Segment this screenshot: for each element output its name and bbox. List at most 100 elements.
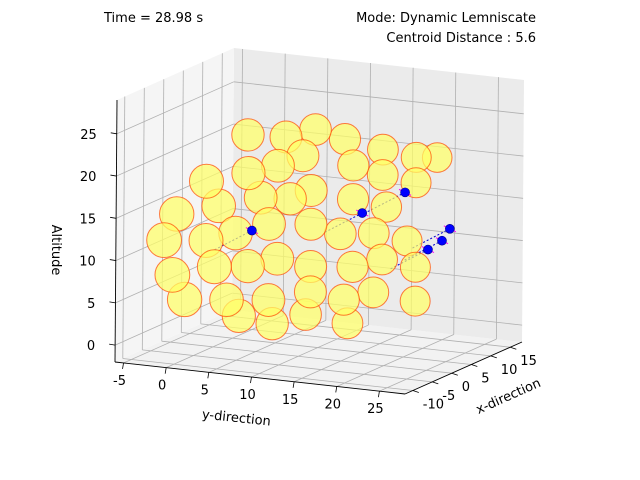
y-tick-label: 10: [239, 388, 256, 403]
grid-line: [379, 338, 497, 392]
x-tick-mark: [490, 355, 497, 359]
y-tick-mark: [335, 386, 338, 393]
agent-marker: [336, 183, 370, 216]
grid-line: [233, 81, 524, 115]
x-tick-mark: [412, 390, 419, 393]
agent-marker: [251, 283, 286, 317]
agent-marker: [260, 241, 295, 276]
centroid-readout: Centroid Distance : 5.6: [386, 31, 536, 46]
agent-marker: [327, 283, 360, 316]
y-axis-line: [114, 361, 406, 395]
drone-marker: [247, 225, 257, 236]
x-tick-label: -10: [423, 398, 444, 413]
grid-line: [181, 332, 472, 365]
axis-lines: [114, 99, 523, 395]
time-readout: Time = 28.98 s: [104, 11, 204, 26]
grid-line: [453, 72, 457, 335]
y-tick-mark: [207, 372, 210, 379]
agent-marker: [218, 215, 253, 251]
x-tick-mark: [510, 346, 517, 350]
mode-readout: Mode: Dynamic Lemniscate: [356, 11, 536, 26]
agent-marker: [293, 275, 327, 309]
x-tick-label: 5: [481, 372, 489, 387]
agent-marker: [294, 207, 328, 241]
agent-marker: [399, 285, 431, 317]
z-tick-label: 10: [79, 255, 96, 270]
x-tick-label: 10: [501, 363, 518, 378]
drone-marker: [445, 223, 455, 234]
z-tick-mark: [109, 343, 116, 346]
drone-marker: [400, 187, 410, 198]
agent-marker: [399, 251, 431, 283]
grid-line: [116, 81, 234, 135]
drone-marker: [423, 244, 433, 255]
z-tick-mark: [109, 301, 116, 304]
agent-marker: [188, 163, 224, 199]
agent-marker: [196, 249, 232, 285]
agent-marker: [273, 182, 307, 216]
x-tick-label: -5: [442, 389, 455, 404]
x-tick-mark: [451, 372, 458, 376]
agent-marker: [146, 222, 182, 259]
agent-markers: [146, 113, 453, 341]
y-tick-mark: [292, 381, 295, 388]
y-tick-label: 25: [367, 402, 384, 417]
y-tick-mark: [250, 376, 252, 384]
x-tick-mark: [471, 364, 478, 367]
agent-marker: [324, 217, 357, 251]
grid-line: [122, 96, 126, 359]
y-tick-label: 20: [324, 397, 341, 412]
drone-marker: [437, 235, 447, 246]
y-tick-label: 0: [158, 379, 166, 394]
agent-marker: [231, 118, 265, 152]
grid-line: [293, 329, 412, 383]
drone-marker: [357, 208, 368, 218]
drone-trail: [412, 228, 451, 249]
y-tick-label: 15: [282, 393, 299, 408]
z-axis-line: [114, 99, 118, 363]
agent-marker: [366, 243, 398, 276]
agent-marker: [209, 282, 244, 318]
agent-marker: [370, 191, 403, 223]
y-tick-label: 5: [201, 383, 209, 398]
agent-marker: [336, 250, 369, 283]
z-tick-mark: [110, 174, 117, 177]
agent-marker: [391, 225, 423, 257]
grid-line: [496, 77, 499, 340]
x-tick-label: 0: [462, 380, 470, 395]
agent-marker: [366, 159, 399, 191]
grid-line: [116, 123, 234, 177]
z-tick-label: 15: [80, 212, 97, 227]
y-tick-mark: [122, 362, 124, 370]
x-tick-label: 15: [520, 354, 537, 369]
x-tick-mark: [432, 381, 439, 385]
agent-marker: [252, 207, 286, 241]
agent-marker: [261, 148, 295, 183]
grid-line: [122, 358, 413, 391]
grid-line: [123, 310, 241, 364]
z-axis-label: Altitude: [48, 225, 63, 276]
agent-marker: [154, 256, 191, 293]
y-tick-label: -5: [113, 374, 126, 389]
drone-markers: [245, 187, 457, 255]
z-tick-label: 25: [80, 128, 97, 143]
y-tick-mark: [164, 367, 167, 374]
z-tick-label: 5: [87, 297, 95, 312]
x-axis-line: [404, 341, 523, 395]
y-axis-label: y-direction: [201, 407, 271, 429]
y-tick-mark: [378, 391, 380, 398]
z-tick-mark: [110, 132, 117, 135]
grid-line: [142, 349, 433, 383]
agent-marker: [231, 156, 266, 191]
agent-marker: [357, 276, 390, 309]
z-tick-mark: [109, 259, 116, 261]
agent-marker: [230, 248, 265, 284]
z-tick-mark: [110, 216, 117, 219]
z-tick-label: 0: [87, 339, 95, 354]
grid-line: [336, 334, 454, 387]
agent-marker: [337, 149, 370, 182]
grid-line: [161, 340, 452, 374]
